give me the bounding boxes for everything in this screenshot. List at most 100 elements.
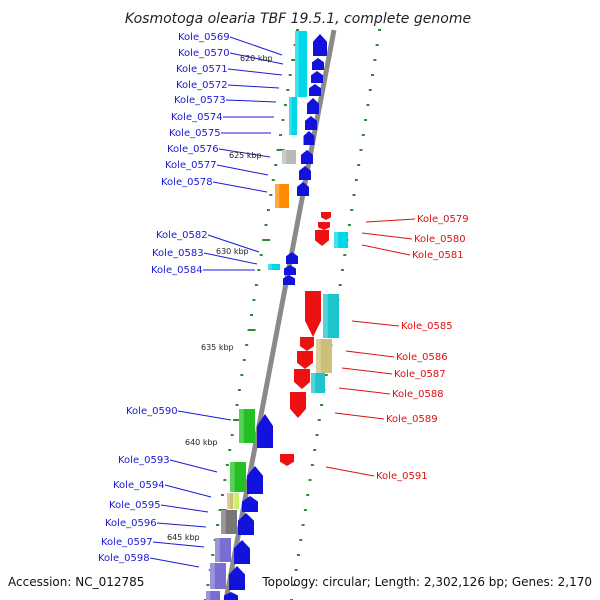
gene-label-forward: Kole_0571 [176,64,228,75]
forward-gene-arrow [301,150,313,164]
cog-bar-khaki-shade [316,339,321,373]
kbp-label: 625 kbp [229,151,262,160]
cog-bar-green-shade [230,462,235,492]
cog-bar-lightgray-shade [282,150,287,164]
cog-bar-khaki [316,339,332,373]
gene-label-forward: Kole_0577 [165,160,217,171]
cog-bar-cyan-shade [295,31,299,97]
label-connector [207,234,260,253]
forward-gene-arrow [309,84,321,96]
label-connector [361,232,413,240]
gene-label-forward: Kole_0573 [174,95,226,106]
gene-label-reverse: Kole_0587 [394,369,446,380]
cog-bar-teal [311,373,325,393]
label-connector [203,252,258,265]
gene-label-forward: Kole_0595 [109,500,161,511]
cog-bar-teal-shade [311,373,316,393]
gene-label-forward: Kole_0576 [167,144,219,155]
label-connector [164,484,212,498]
forward-gene-arrow [305,116,317,130]
cog-bar-cyan [295,31,307,97]
reverse-gene-arrow [300,337,314,351]
forward-gene-arrow [307,98,319,114]
reverse-gene-arrow [315,230,329,246]
forward-gene-arrow [284,265,296,275]
forward-gene-arrow [224,592,238,600]
gene-label-forward: Kole_0594 [113,480,165,491]
forward-gene-arrow [286,252,298,264]
cog-bar-purple [206,591,220,600]
cog-bar-khaki-shade [227,493,230,509]
map-title: Kosmotoga olearia TBF 19.5.1, complete g… [125,11,471,27]
gene-label-reverse: Kole_0591 [376,471,428,482]
gene-labels: Kole_0569 Kole_0570 Kole_0571 Kole_0572 Kole… [98,32,469,564]
cog-bar-cyan-shade [334,232,339,248]
cog-bar-orange-shade [275,184,280,208]
gene-label-forward: Kole_0574 [171,112,223,123]
kbp-label: 645 kbp [167,533,200,542]
reverse-gene-arrow [305,291,321,337]
feature-tracks [206,31,348,600]
cog-bar-teal [323,294,339,338]
forward-gene-arrow [313,34,327,56]
gene-label-forward: Kole_0582 [156,230,208,241]
label-connector [149,557,200,568]
gene-label-reverse: Kole_0585 [401,321,453,332]
forward-gene-arrow [312,58,324,70]
label-connector [325,466,375,477]
genome-summary-text: Topology: circular; Length: 2,302,126 bp… [261,575,592,589]
cog-bar-cyan [289,97,297,135]
label-connector [345,350,395,358]
cog-bar-cyan-shade [268,264,272,270]
kbp-scale: 620 kbp 625 kbp 630 kbp 635 kbp 640 kbp … [167,54,273,542]
cog-bar-purple [210,563,226,589]
gene-label-reverse: Kole_0589 [386,414,438,425]
cog-bar-cyan [268,264,280,270]
forward-gene-arrow [303,131,315,145]
forward-gene-arrow [242,496,258,512]
forward-gene-arrow [283,275,295,285]
gene-label-forward: Kole_0572 [176,80,228,91]
label-connector [338,387,391,395]
label-connector [212,181,268,193]
cog-bar-green-shade [239,409,244,443]
label-connector [225,99,277,103]
reverse-gene-arrow [297,351,313,369]
cog-bar-teal-shade [323,294,328,338]
cog-bar-purple-shade [206,591,211,600]
gene-label-reverse: Kole_0580 [414,234,466,245]
label-connector [160,504,209,513]
cog-bar-lime-shade [233,493,235,509]
gene-label-forward: Kole_0596 [105,518,157,529]
gene-label-forward: Kole_0569 [178,32,230,43]
gene-label-reverse: Kole_0588 [392,389,444,400]
cog-bar-cyan [334,232,348,248]
forward-gene-arrow [234,540,250,564]
reverse-gene-arrow [280,454,294,466]
gene-label-forward: Kole_0593 [118,455,170,466]
cog-bar-lightgray [282,150,296,164]
reverse-gene-arrow [290,392,306,418]
gene-label-reverse: Kole_0581 [412,250,464,261]
label-connector [229,52,284,65]
cog-bar-lime [233,493,239,509]
cog-bar-khaki [227,493,237,509]
kbp-label: 640 kbp [185,438,218,447]
label-connector [152,541,205,548]
cog-bar-orange [275,184,289,208]
label-connector [169,459,218,473]
label-connector [334,412,385,420]
cog-bar-gray [221,510,237,534]
label-connector [229,36,283,56]
cog-bar-cyan-shade [289,97,292,135]
label-connector [216,164,269,176]
label-connector [341,367,393,375]
forward-gene-arrow [299,166,311,180]
kbp-label: 630 kbp [216,247,249,256]
gene-label-forward: Kole_0575 [169,128,221,139]
reverse-gene-arrow [318,222,330,230]
cog-bar-purple-shade [210,563,215,589]
forward-gene-arrow [257,414,273,448]
